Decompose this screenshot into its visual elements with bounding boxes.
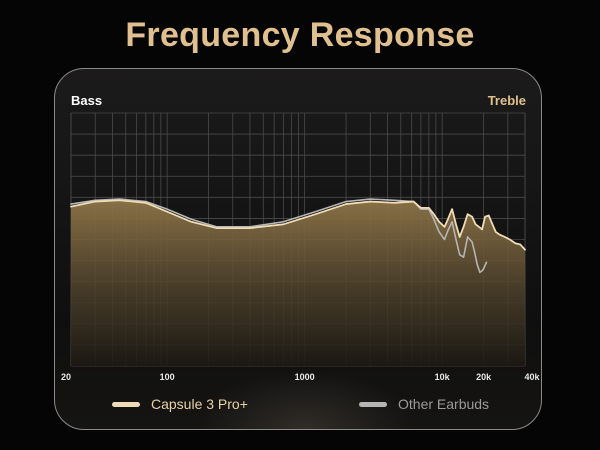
x-tick-label-4: 20k (476, 372, 492, 382)
legend-label-other: Other Earbuds (398, 396, 490, 412)
legend-swatch-capsule (112, 401, 140, 407)
treble-label: Treble (487, 93, 526, 108)
x-tick-label-0: 20 (61, 372, 71, 382)
legend-item-capsule: Capsule 3 Pro+ (112, 396, 248, 412)
legend-swatch-other (359, 401, 387, 407)
bass-label: Bass (71, 93, 103, 108)
x-tick-label-2: 1000 (295, 372, 315, 382)
x-tick-label-5: 40k (524, 372, 540, 382)
legend-label-capsule: Capsule 3 Pro+ (151, 396, 248, 412)
x-tick-label-1: 100 (160, 372, 175, 382)
series-layer (70, 198, 526, 366)
x-tick-label-3: 10k (435, 372, 451, 382)
legend-item-other: Other Earbuds (359, 396, 489, 412)
series-area-0 (71, 200, 525, 366)
page-title: Frequency Response (125, 16, 475, 54)
series-line-0 (70, 199, 526, 251)
x-tick-labels: 20 100 1000 10k 20k 40k (61, 372, 541, 382)
